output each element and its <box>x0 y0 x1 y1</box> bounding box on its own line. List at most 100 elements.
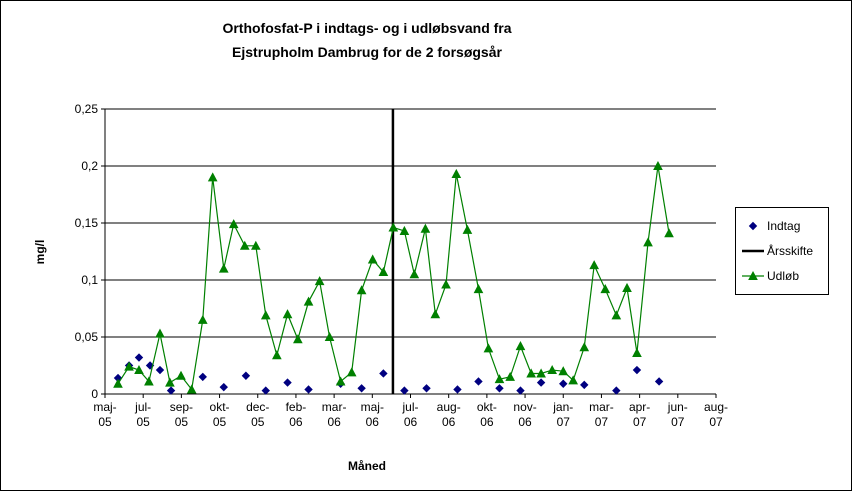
y-tick-label: 0,05 <box>75 330 99 344</box>
data-point <box>611 310 622 320</box>
data-point <box>654 377 664 386</box>
x-tick-label: sep-05 <box>170 400 193 429</box>
x-tick-label: jul-05 <box>134 400 151 429</box>
data-point <box>166 386 176 395</box>
data-point <box>113 378 123 388</box>
data-point <box>422 384 431 393</box>
data-point <box>494 374 505 384</box>
legend-marker <box>748 270 758 280</box>
data-point <box>219 382 228 392</box>
data-point <box>283 378 292 387</box>
data-point <box>420 223 431 233</box>
data-point <box>144 376 154 386</box>
data-point <box>303 296 314 306</box>
data-point <box>558 366 569 376</box>
data-point <box>261 386 270 395</box>
data-point <box>356 285 367 295</box>
y-tick-label: 0,15 <box>75 216 99 230</box>
data-point <box>251 240 261 250</box>
data-point <box>536 368 546 378</box>
x-tick-label: okt-05 <box>210 400 230 429</box>
data-point <box>335 376 346 386</box>
data-point <box>430 309 441 319</box>
data-point <box>400 386 409 395</box>
y-tick-label: 0 <box>91 387 98 401</box>
data-point <box>379 369 388 378</box>
data-point <box>378 266 389 277</box>
x-tick-label: mar-06 <box>322 400 347 429</box>
x-tick-label: nov-06 <box>513 400 536 429</box>
data-point <box>483 343 494 353</box>
data-point <box>600 284 611 294</box>
data-point <box>176 370 186 380</box>
y-tick-label: 0,1 <box>81 273 98 287</box>
data-point <box>451 168 462 178</box>
data-point <box>198 372 207 382</box>
data-point <box>622 282 632 292</box>
data-point <box>474 377 483 386</box>
data-point <box>568 375 579 385</box>
x-tick-label: okt-06 <box>477 400 497 429</box>
y-tick-label: 0,25 <box>75 102 99 116</box>
data-point <box>346 367 357 377</box>
data-point <box>134 364 144 375</box>
data-point <box>536 378 546 387</box>
x-tick-label: aug-07 <box>704 400 728 429</box>
data-point <box>314 276 325 286</box>
data-point <box>124 361 134 371</box>
data-point <box>207 172 218 182</box>
x-tick-label: mar-07 <box>589 400 614 429</box>
legend-label: Udløb <box>767 269 799 283</box>
x-tick-label: dec-05 <box>246 400 269 429</box>
data-point <box>632 365 642 375</box>
data-point <box>547 364 558 375</box>
x-tick-label: apr-07 <box>629 400 650 429</box>
data-point <box>218 263 229 273</box>
data-point <box>579 342 590 352</box>
data-point <box>516 386 525 395</box>
data-point <box>293 334 303 344</box>
data-point <box>612 386 621 395</box>
data-point <box>653 160 663 170</box>
data-point <box>664 228 674 238</box>
data-point <box>495 384 504 393</box>
data-point <box>241 371 251 380</box>
data-point <box>515 341 526 351</box>
data-point <box>186 384 197 394</box>
chart-title: Ejstrupholm Dambrug for de 2 forsøgsår <box>232 44 502 60</box>
data-point <box>388 222 399 232</box>
data-point <box>134 353 144 362</box>
data-point <box>473 284 484 294</box>
legend-label: Indtag <box>767 219 800 233</box>
data-point <box>197 314 208 324</box>
data-point <box>357 384 366 393</box>
data-point <box>367 254 378 264</box>
x-tick-label: feb-06 <box>286 400 307 429</box>
x-tick-label: jul-06 <box>401 400 418 429</box>
legend-marker <box>748 221 758 231</box>
data-point <box>441 279 451 289</box>
data-point <box>155 365 165 375</box>
data-point <box>165 377 175 387</box>
x-axis-label: Måned <box>348 459 386 473</box>
data-point <box>155 328 165 338</box>
data-point <box>324 331 335 341</box>
data-point <box>462 224 473 234</box>
legend-label: Årsskifte <box>767 243 813 258</box>
x-tick-label: jun-07 <box>667 400 688 429</box>
x-tick-label: maj-05 <box>93 400 116 429</box>
data-point <box>304 385 313 394</box>
data-point <box>589 260 600 270</box>
y-tick-label: 0,2 <box>81 159 98 173</box>
data-point <box>260 310 271 320</box>
data-point <box>632 347 642 357</box>
y-axis-label: mg/l <box>33 240 47 265</box>
x-tick-label: aug-06 <box>437 400 461 429</box>
data-point <box>228 219 239 229</box>
x-tick-label: maj-06 <box>361 400 384 429</box>
chart-title: Orthofosfat-P i indtags- og i udløbsvand… <box>222 20 511 36</box>
data-point <box>559 379 568 388</box>
x-tick-label: jan-07 <box>552 400 573 429</box>
